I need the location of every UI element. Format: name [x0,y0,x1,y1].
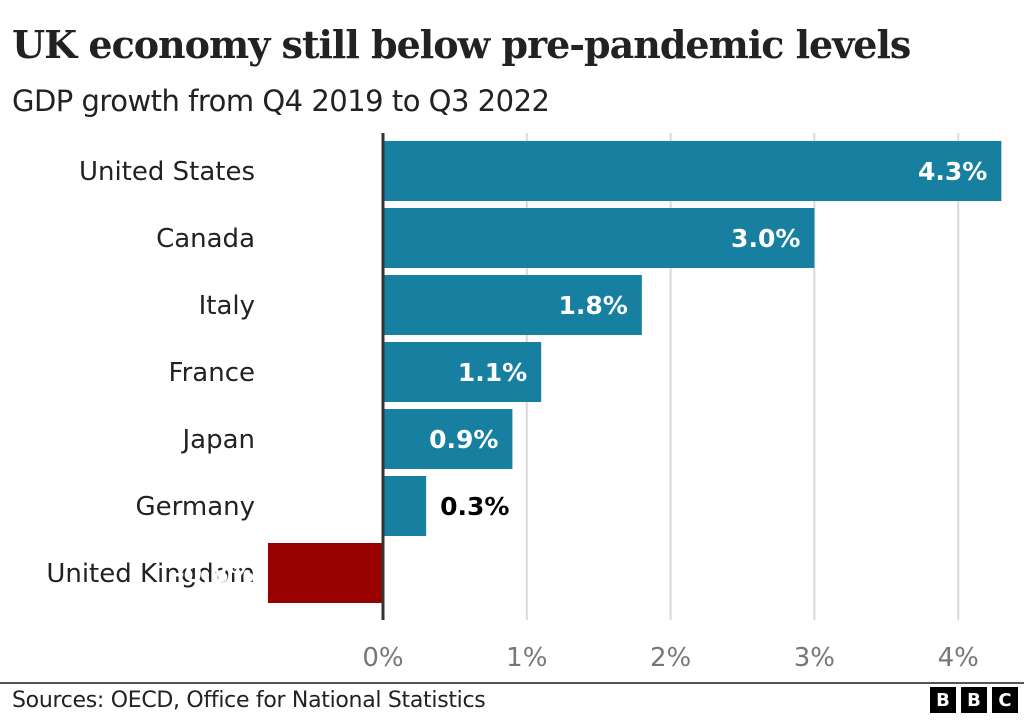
bar-france [383,342,542,402]
category-label: United Kingdom [46,559,255,589]
footer-divider [0,682,1024,684]
value-label: 0.3% [440,492,509,521]
bar-chart: United States Canada Italy France Japan Germa… [46,133,1002,673]
bbc-logo: B B C [930,687,1018,713]
x-tick-label: 1% [506,643,547,673]
chart-subtitle: GDP growth from Q4 2019 to Q3 2022 [12,84,550,118]
bar-united-states [383,141,1002,201]
value-label: 1.8% [558,291,627,320]
x-tick-label: 2% [650,643,691,673]
bar-united-kingdom [267,543,383,603]
bbc-logo-letter: B [961,687,987,713]
bar-japan [383,409,513,469]
bar-italy [383,275,642,335]
category-label: Japan [180,425,255,455]
bar-germany [383,476,427,536]
gridlines [525,133,960,620]
chart-title: UK economy still below pre-pandemic leve… [12,22,911,67]
x-tick-label: 4% [938,643,979,673]
value-label: 1.1% [458,358,527,387]
category-labels: United States Canada Italy France Japan Germa… [46,157,255,589]
bar-canada [383,208,815,268]
value-label: -0.8% [174,559,254,588]
value-label: 4.3% [918,157,987,186]
value-label: 0.9% [429,425,498,454]
category-label: Italy [199,291,255,321]
value-label: 3.0% [731,224,800,253]
bbc-logo-letter: B [930,687,956,713]
category-label: France [169,358,255,388]
x-tick-label: 0% [362,643,403,673]
source-note: Sources: OECD, Office for National Stati… [12,688,486,713]
bars [267,141,1002,603]
x-axis-ticks: 0% 1% 2% 3% 4% [362,643,978,673]
category-label: United States [79,157,255,187]
x-tick-label: 3% [794,643,835,673]
category-label: Germany [135,492,255,522]
bbc-logo-letter: C [992,687,1018,713]
value-labels: 4.3% 3.0% 1.8% 1.1% 0.9% 0.3% -0.8% [174,157,987,588]
category-label: Canada [156,224,255,254]
